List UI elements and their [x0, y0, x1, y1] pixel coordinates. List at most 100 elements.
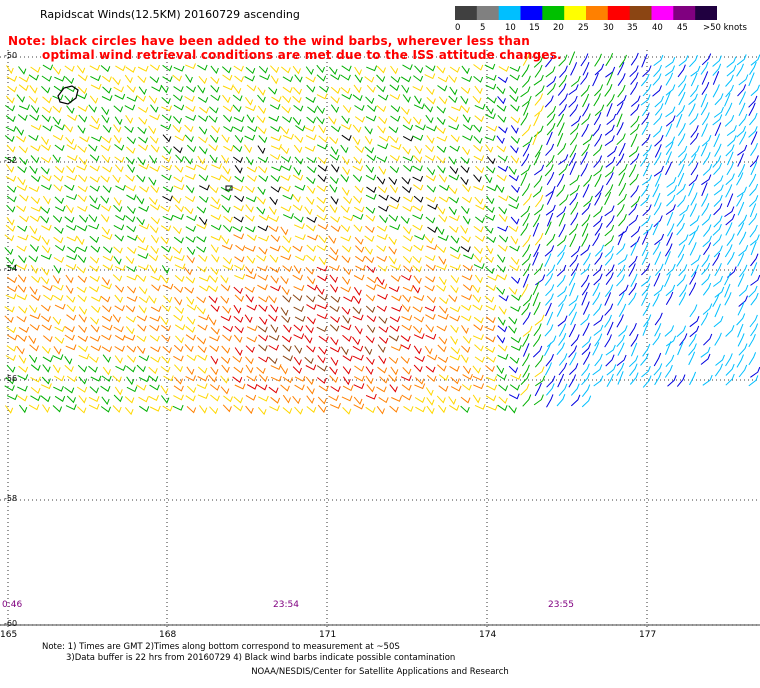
wind-barb: [67, 246, 78, 254]
wind-barb: [450, 275, 460, 284]
wind-barb: [342, 407, 352, 415]
wind-barb: [748, 95, 758, 108]
wind-barb: [413, 75, 424, 82]
wind-barb: [376, 156, 388, 163]
wind-barb: [438, 336, 448, 345]
wind-barb: [726, 193, 734, 208]
wind-barb: [257, 284, 268, 291]
wind-barb: [65, 204, 74, 214]
wind-barb: [77, 145, 87, 153]
wind-barb: [233, 216, 244, 223]
wind-barb: [283, 324, 292, 333]
wind-barb: [376, 176, 386, 185]
wind-barb: [521, 183, 531, 197]
wind-barb: [582, 184, 590, 198]
wind-barb: [268, 335, 280, 341]
wind-barb: [77, 105, 88, 112]
wind-barb: [570, 263, 579, 276]
wind-barb: [7, 85, 18, 93]
wind-barb: [533, 323, 542, 337]
wind-barb: [18, 84, 29, 92]
wind-barb: [461, 274, 473, 281]
wind-barb: [53, 174, 64, 182]
colorbar-label: 40: [652, 23, 663, 33]
wind-barb: [221, 194, 232, 201]
wind-barb: [138, 376, 150, 383]
wind-barb: [136, 335, 147, 343]
wind-barb: [40, 156, 52, 164]
wind-barb: [677, 145, 688, 158]
wind-barb: [496, 274, 508, 281]
wind-barb: [282, 133, 294, 140]
wind-barb: [461, 76, 473, 82]
wind-barb: [414, 145, 423, 155]
wind-barb: [210, 76, 220, 85]
wind-barb: [641, 121, 649, 136]
wind-barb: [210, 85, 220, 93]
wind-barb: [79, 215, 89, 223]
wind-barb: [364, 235, 375, 242]
wind-barb: [366, 356, 375, 366]
wind-barb: [233, 126, 244, 133]
wind-barb: [628, 164, 637, 178]
wind-barb: [366, 65, 378, 72]
wind-barb: [738, 113, 748, 127]
wind-barb: [534, 164, 545, 176]
wind-barb: [438, 385, 449, 392]
wind-barb: [54, 166, 65, 174]
wind-barb: [605, 354, 615, 367]
wind-barb: [329, 136, 339, 145]
wind-barb: [437, 206, 446, 215]
wind-barb: [162, 186, 174, 193]
wind-barb: [484, 325, 496, 332]
wind-barb: [208, 115, 218, 123]
wind-barb: [545, 293, 554, 306]
wind-barb: [403, 196, 414, 203]
wind-barb: [438, 174, 448, 183]
wind-barb: [532, 252, 539, 266]
wind-barb: [701, 123, 708, 137]
wind-barb: [151, 85, 162, 92]
wind-barb: [280, 156, 292, 163]
wind-barb: [426, 374, 437, 383]
wind-barb: [557, 122, 565, 136]
wind-barb: [52, 105, 62, 114]
wind-barb: [222, 94, 231, 104]
wind-barb: [173, 355, 184, 362]
wind-barb: [17, 385, 28, 392]
wind-barb: [460, 156, 470, 165]
wind-barb: [352, 174, 363, 183]
wind-barb: [713, 203, 723, 216]
wind-barb: [702, 282, 712, 296]
wind-barb: [750, 241, 757, 256]
wind-barb: [247, 175, 257, 182]
wind-barb: [522, 394, 532, 407]
wind-barb: [161, 245, 172, 253]
wind-barb: [88, 104, 97, 113]
wind-barb: [461, 205, 470, 215]
wind-barb: [593, 165, 604, 177]
wind-barb: [581, 214, 591, 227]
wind-barb: [318, 124, 327, 134]
wind-barb: [294, 234, 306, 241]
wind-barb: [163, 254, 173, 262]
wind-barb: [113, 256, 122, 265]
wind-barb: [750, 54, 760, 66]
wind-barb: [412, 284, 421, 294]
wind-barb: [402, 285, 414, 292]
wind-barb: [509, 245, 520, 252]
wind-barb: [364, 136, 373, 145]
wind-barb: [54, 303, 66, 310]
wind-barb: [448, 115, 459, 123]
colorbar-label: 45: [677, 23, 688, 33]
wind-barb: [258, 334, 269, 342]
wind-barb: [102, 125, 112, 134]
wind-barb: [42, 404, 50, 414]
wind-barb: [198, 136, 208, 144]
wind-barb: [232, 104, 242, 113]
wind-barb: [354, 236, 364, 245]
wind-barb: [425, 324, 434, 333]
wind-barb: [533, 263, 544, 276]
wind-barb: [6, 217, 15, 226]
wind-barb: [496, 264, 506, 273]
